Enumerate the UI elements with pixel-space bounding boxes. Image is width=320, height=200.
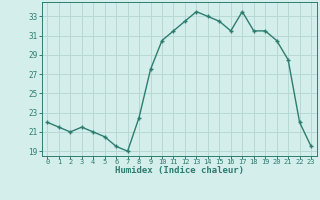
X-axis label: Humidex (Indice chaleur): Humidex (Indice chaleur): [115, 166, 244, 175]
